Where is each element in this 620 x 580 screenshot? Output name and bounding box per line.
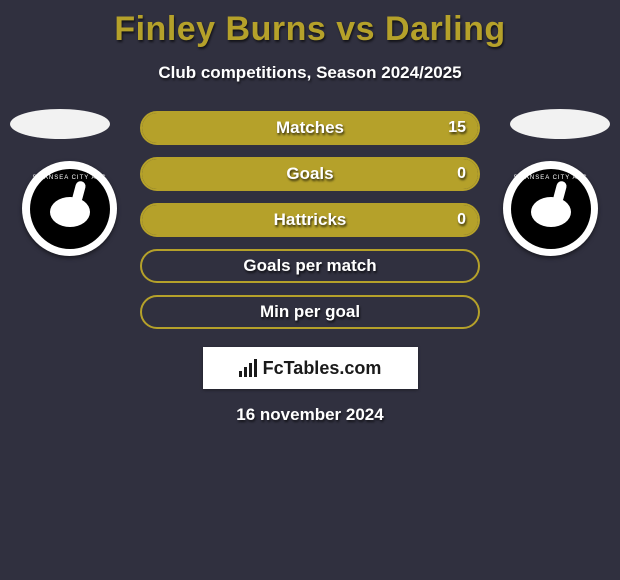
club-logo-left-text: SWANSEA CITY AFC bbox=[32, 175, 106, 181]
stat-bar: Goals0 bbox=[140, 157, 480, 191]
club-logo-right-text: SWANSEA CITY AFC bbox=[513, 175, 587, 181]
stat-bar: Matches15 bbox=[140, 111, 480, 145]
brand-box[interactable]: FcTables.com bbox=[203, 347, 418, 389]
swansea-logo-icon: SWANSEA CITY AFC bbox=[511, 169, 591, 249]
comparison-stage: SWANSEA CITY AFC SWANSEA CITY AFC Matche… bbox=[0, 111, 620, 425]
club-logo-left: SWANSEA CITY AFC bbox=[22, 161, 117, 256]
club-logo-right: SWANSEA CITY AFC bbox=[503, 161, 598, 256]
stat-label: Hattricks bbox=[142, 205, 478, 235]
stat-label: Goals per match bbox=[142, 251, 478, 281]
stat-bar: Hattricks0 bbox=[140, 203, 480, 237]
subtitle: Club competitions, Season 2024/2025 bbox=[0, 63, 620, 83]
player1-name: Finley Burns bbox=[114, 10, 326, 48]
player2-name: Darling bbox=[385, 10, 506, 48]
stat-value-right: 0 bbox=[457, 159, 466, 189]
brand-chart-icon bbox=[239, 359, 257, 377]
stat-value-right: 0 bbox=[457, 205, 466, 235]
stat-label: Min per goal bbox=[142, 297, 478, 327]
stat-label: Matches bbox=[142, 113, 478, 143]
stat-bar: Min per goal bbox=[140, 295, 480, 329]
stat-label: Goals bbox=[142, 159, 478, 189]
swansea-logo-icon: SWANSEA CITY AFC bbox=[30, 169, 110, 249]
vs-label: vs bbox=[336, 10, 375, 48]
comparison-title: Finley Burns vs Darling bbox=[0, 0, 620, 49]
country-flag-right bbox=[510, 109, 610, 139]
stat-value-right: 15 bbox=[448, 113, 466, 143]
date-text: 16 november 2024 bbox=[0, 405, 620, 425]
country-flag-left bbox=[10, 109, 110, 139]
stat-bars: Matches15Goals0Hattricks0Goals per match… bbox=[140, 111, 480, 329]
brand-text: FcTables.com bbox=[263, 358, 382, 379]
stat-bar: Goals per match bbox=[140, 249, 480, 283]
